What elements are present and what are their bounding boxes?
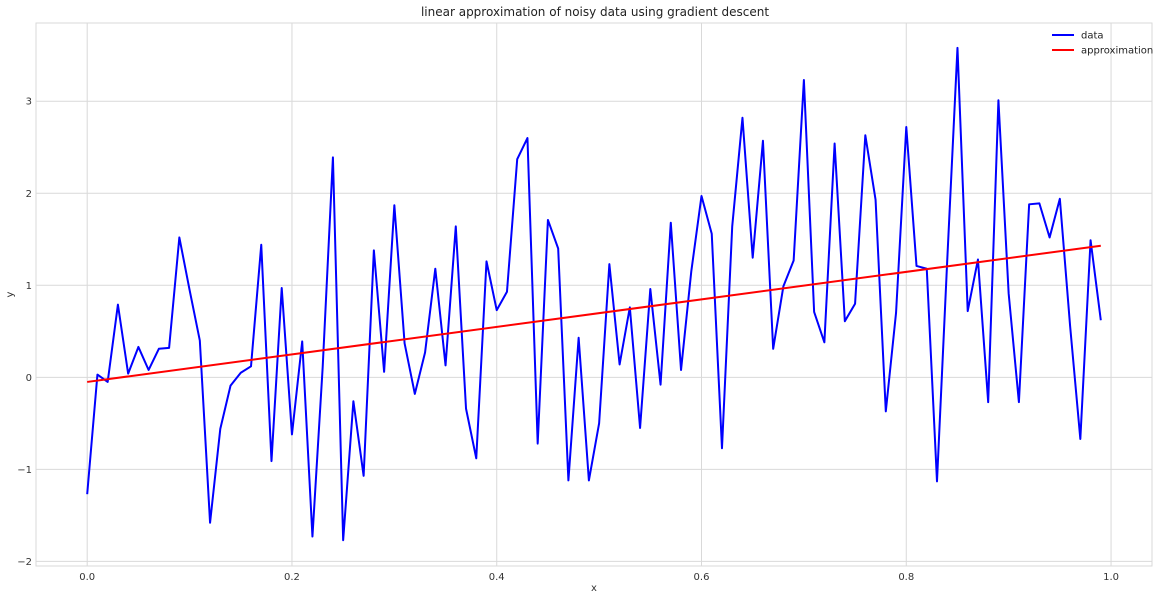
y-tick-label: 3 bbox=[26, 97, 32, 108]
x-tick-label: 0.4 bbox=[489, 572, 505, 583]
legend-label-data: data bbox=[1081, 31, 1104, 42]
series-line-data bbox=[86, 46, 1102, 542]
y-tick-label: 0 bbox=[26, 373, 32, 384]
x-axis-ticks: 0.0 0.2 0.4 0.6 0.8 1.0 bbox=[79, 572, 1119, 583]
x-axis-label: x bbox=[591, 583, 597, 594]
legend-label-approximation: approximation bbox=[1081, 46, 1153, 57]
legend: data approximation bbox=[1052, 31, 1153, 57]
x-tick-label: 1.0 bbox=[1103, 572, 1119, 583]
chart-title: linear approximation of noisy data using… bbox=[421, 5, 769, 19]
y-axis-ticks: −2 −1 0 1 2 3 bbox=[17, 97, 32, 568]
y-tick-label: 1 bbox=[26, 281, 32, 292]
x-tick-label: 0.8 bbox=[898, 572, 914, 583]
x-tick-label: 0.6 bbox=[694, 572, 710, 583]
y-tick-label: −1 bbox=[17, 465, 32, 476]
series-layer bbox=[86, 46, 1102, 542]
x-tick-label: 0.0 bbox=[79, 572, 95, 583]
y-tick-label: 2 bbox=[26, 189, 32, 200]
plot-area-frame bbox=[35, 22, 1153, 567]
y-axis-label: y bbox=[5, 291, 16, 297]
series-line-approximation bbox=[87, 244, 1101, 383]
y-tick-label: −2 bbox=[17, 557, 32, 568]
x-tick-label: 0.2 bbox=[284, 572, 300, 583]
